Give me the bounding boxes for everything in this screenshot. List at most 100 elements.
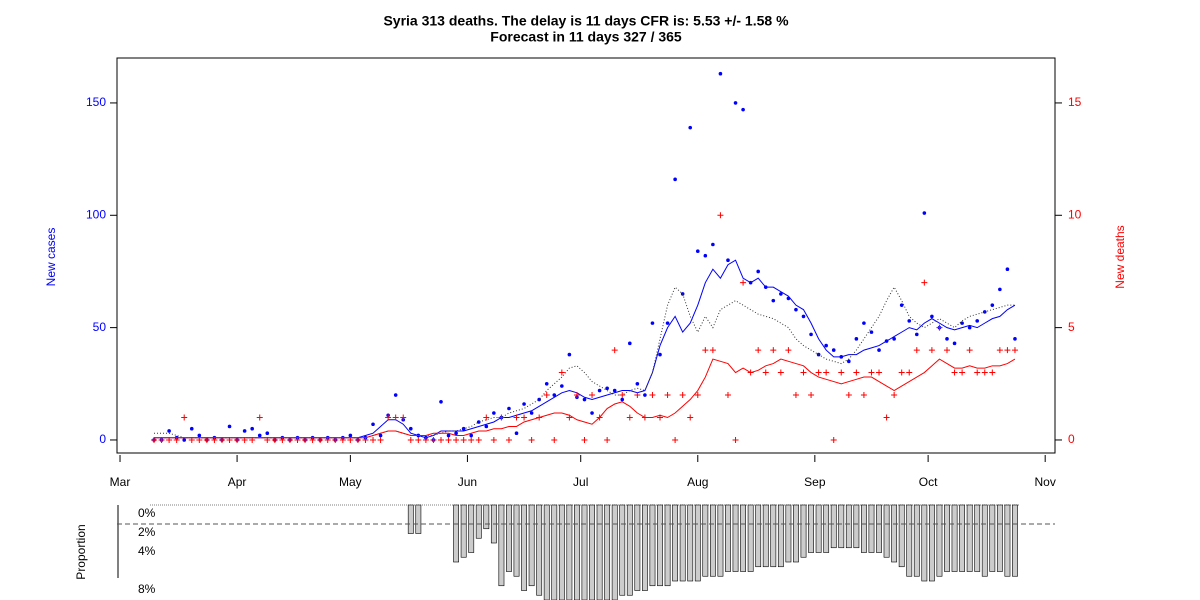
proportion-bar bbox=[762, 504, 769, 568]
death-point bbox=[989, 369, 996, 376]
death-point bbox=[755, 347, 762, 354]
average-line bbox=[154, 358, 1016, 439]
death-point bbox=[460, 436, 467, 443]
proportion-bar bbox=[604, 504, 611, 600]
y2-tick-label: 15 bbox=[1068, 95, 1082, 109]
proportion-bar bbox=[861, 504, 867, 553]
death-point bbox=[1004, 347, 1011, 354]
case-point bbox=[673, 177, 677, 182]
y2-tick-label: 0 bbox=[1068, 432, 1075, 446]
death-point bbox=[370, 436, 377, 443]
case-point bbox=[975, 319, 980, 323]
proportion-bar bbox=[611, 504, 618, 600]
case-point bbox=[492, 411, 496, 415]
y-tick-label: 2% bbox=[138, 525, 156, 539]
proportion-bar bbox=[740, 504, 746, 572]
case-point bbox=[371, 422, 375, 427]
death-point bbox=[679, 392, 686, 399]
proportion-bar bbox=[407, 504, 414, 534]
proportion-bar bbox=[460, 504, 467, 558]
case-point bbox=[522, 402, 526, 406]
case-point bbox=[877, 348, 881, 352]
death-point bbox=[777, 369, 784, 376]
proportion-bar bbox=[536, 504, 543, 596]
proportion-bar bbox=[951, 504, 958, 572]
death-point bbox=[392, 414, 399, 421]
death-point bbox=[558, 369, 565, 376]
case-point bbox=[998, 287, 1002, 292]
death-point bbox=[573, 392, 580, 399]
case-point bbox=[862, 321, 866, 325]
proportion-bar bbox=[815, 504, 822, 553]
plot-frame bbox=[116, 57, 1056, 454]
case-point bbox=[756, 269, 760, 274]
proportion-bar bbox=[1012, 504, 1018, 577]
case-point bbox=[567, 352, 572, 357]
x-tick-label: Mar bbox=[110, 475, 131, 489]
case-point bbox=[801, 314, 806, 319]
case-point bbox=[658, 352, 662, 357]
proportion-bar bbox=[725, 504, 731, 572]
case-point bbox=[960, 321, 964, 325]
case-point bbox=[854, 337, 859, 341]
death-point bbox=[551, 436, 558, 443]
death-point bbox=[921, 279, 928, 286]
case-point bbox=[446, 433, 451, 438]
death-point bbox=[815, 369, 822, 376]
death-point bbox=[913, 347, 920, 354]
death-point bbox=[762, 369, 769, 376]
proportion-bar bbox=[853, 504, 860, 549]
death-point bbox=[876, 369, 883, 376]
chart-title: Syria 313 deaths. The delay is 11 days C… bbox=[383, 13, 789, 29]
case-point bbox=[771, 298, 776, 303]
death-point bbox=[672, 436, 679, 443]
y-tick-label: 100 bbox=[86, 207, 106, 221]
proportion-bar bbox=[928, 504, 935, 582]
death-point bbox=[1011, 347, 1018, 354]
death-point bbox=[604, 436, 611, 443]
case-point bbox=[831, 348, 836, 352]
x-tick-label: Oct bbox=[919, 475, 938, 489]
y-tick-label: 0 bbox=[99, 432, 106, 446]
death-point bbox=[830, 436, 837, 443]
proportion-bar bbox=[785, 504, 792, 563]
case-point bbox=[967, 325, 972, 330]
y-tick-label: 8% bbox=[138, 582, 156, 596]
proportion-bar bbox=[558, 504, 565, 600]
case-point bbox=[590, 411, 594, 415]
death-point bbox=[724, 392, 731, 399]
case-point bbox=[794, 307, 798, 312]
death-point bbox=[490, 436, 497, 443]
proportion-bar bbox=[770, 504, 777, 568]
proportion-bar bbox=[777, 504, 784, 568]
proportion-bar bbox=[906, 504, 913, 577]
x-tick-label: May bbox=[339, 475, 362, 489]
proportion-bar bbox=[981, 504, 988, 577]
case-point bbox=[703, 253, 708, 258]
y-axis-label: Proportion bbox=[74, 524, 88, 579]
x-tick-label: Nov bbox=[1035, 475, 1056, 489]
case-point bbox=[718, 71, 723, 76]
case-point bbox=[250, 426, 254, 431]
proportion-bar bbox=[936, 504, 943, 577]
proportion-bar bbox=[619, 504, 626, 596]
death-point bbox=[717, 212, 724, 219]
y-tick-label: 4% bbox=[138, 544, 156, 558]
case-point bbox=[597, 388, 602, 393]
proportion-bar bbox=[876, 504, 882, 553]
proportion-bar bbox=[709, 504, 716, 577]
death-point bbox=[649, 392, 656, 399]
death-point bbox=[860, 392, 867, 399]
death-point bbox=[415, 436, 422, 443]
proportion-bar bbox=[649, 504, 656, 587]
y2-axis-label: New deaths bbox=[1113, 225, 1127, 288]
case-point bbox=[484, 424, 489, 429]
death-point bbox=[664, 392, 671, 399]
death-point bbox=[634, 392, 641, 399]
proportion-bar bbox=[657, 504, 663, 587]
death-point bbox=[513, 414, 520, 421]
death-point bbox=[181, 414, 188, 421]
case-point bbox=[741, 107, 745, 112]
death-point bbox=[959, 369, 966, 376]
case-point bbox=[582, 397, 587, 402]
